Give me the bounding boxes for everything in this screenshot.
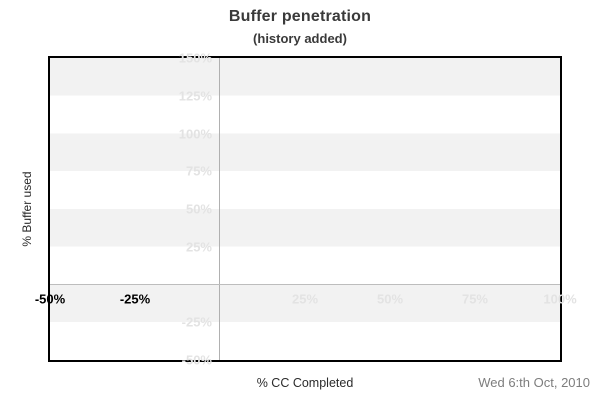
x-tick-50: 50% — [376, 291, 404, 307]
date-stamp: Wed 6:th Oct, 2010 — [478, 375, 590, 390]
y-tick-neg50: -50% — [181, 352, 212, 368]
x-tick-100: 100% — [543, 291, 577, 307]
y-tick-150: 150% — [178, 50, 212, 66]
y-tick-25: 25% — [185, 239, 212, 255]
x-zero-gridline — [218, 58, 221, 360]
plot-area: 150% 125% 100% 75% 50% 25% -25% -50% -50… — [35, 52, 577, 367]
x-axis-title: % CC Completed — [256, 376, 354, 390]
y-tick-125: 125% — [178, 88, 212, 104]
x-tick-neg25: -25% — [119, 291, 151, 307]
chart-subtitle: (history added) — [253, 31, 347, 46]
x-tick-75: 75% — [461, 291, 488, 307]
y-axis-title: % Buffer used — [20, 171, 34, 247]
y-tick-50: 50% — [185, 201, 212, 217]
x-tick-25: 25% — [291, 291, 319, 307]
y-tick-neg25: -25% — [181, 314, 212, 330]
y-tick-75: 75% — [185, 163, 212, 179]
y-zero-gridline — [50, 283, 560, 285]
y-tick-100: 100% — [178, 126, 212, 141]
x-tick-neg50: -50% — [34, 291, 66, 307]
chart-title: Buffer penetration — [228, 8, 372, 25]
